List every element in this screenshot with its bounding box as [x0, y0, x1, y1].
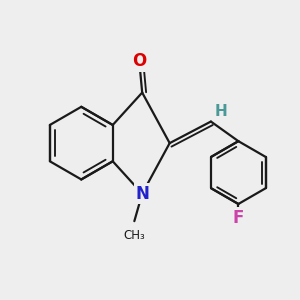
Text: O: O — [132, 52, 146, 70]
Text: N: N — [135, 185, 149, 203]
Text: F: F — [233, 209, 244, 227]
Text: H: H — [214, 104, 227, 119]
Text: CH₃: CH₃ — [124, 229, 145, 242]
